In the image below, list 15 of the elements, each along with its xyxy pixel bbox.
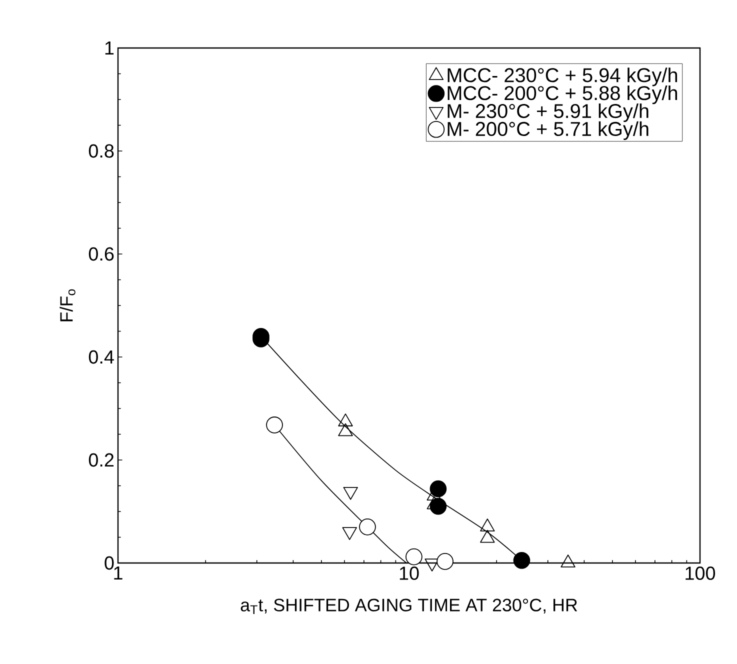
x-tick-label: 100 (686, 566, 716, 580)
x-tick-label: 1 (114, 566, 122, 580)
y-tick-label: 1 (105, 41, 114, 55)
legend-label: MCC- 200°C + 5.88 kGy/h (448, 86, 678, 104)
legend-label: M- 230°C + 5.91 kGy/h (448, 103, 648, 122)
x-axis-title: a$_{T}$t, SHIFTED AGING TIME AT 230°C, HR (240, 598, 578, 614)
y-axis-title: F/F$_{o}$ (60, 289, 76, 322)
legend-label: MCC- 230°C + 5.94 kGy/h (448, 68, 678, 86)
y-tick-label: 0.2 (88, 453, 114, 467)
x-tick-label: 10 (400, 566, 419, 580)
legend-label: M- 200°C + 5.71 kGy/h (448, 121, 648, 140)
y-tick-label: 0.6 (88, 247, 114, 261)
y-tick-label: 0.4 (88, 350, 114, 364)
y-tick-label: 0 (104, 556, 114, 570)
y-tick-label: 0.8 (88, 144, 114, 158)
